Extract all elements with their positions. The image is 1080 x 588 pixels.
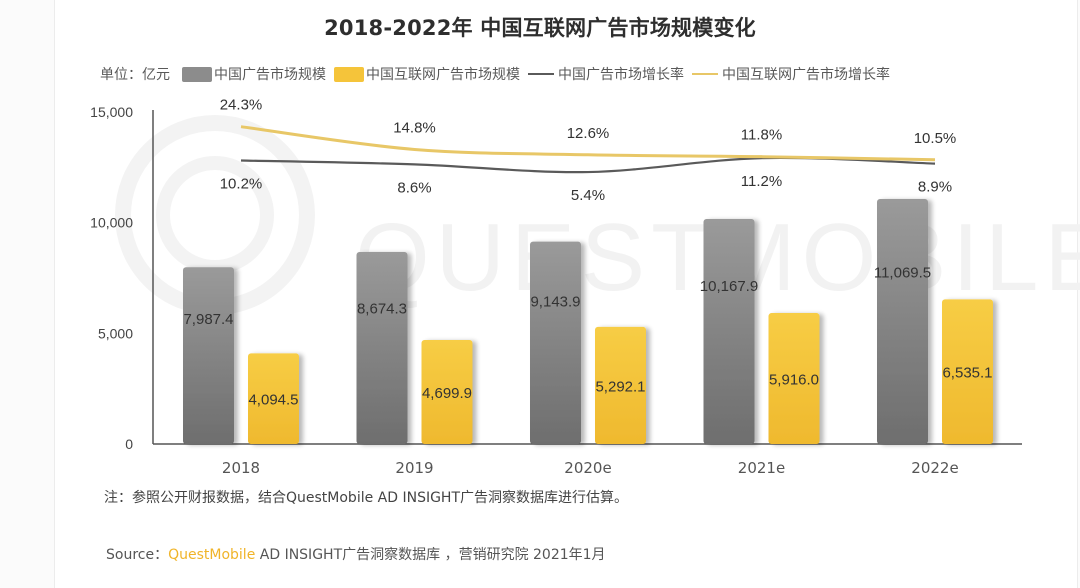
bar-value-label: 6,535.1 [942, 365, 992, 382]
bar-value-label: 4,094.5 [248, 392, 298, 409]
bar-value-label: 8,674.3 [357, 300, 407, 317]
legend-label: 中国广告市场增长率 [558, 67, 684, 83]
growth-rate-label: 24.3% [220, 97, 263, 114]
y-tick-label: 10,000 [90, 215, 133, 231]
axes: 0 5,000 10,000 15,000 2018 2019 2020e 2021e 2022… [90, 104, 1022, 477]
legend-line-gray [528, 73, 554, 75]
legend-label: 中国互联网广告市场规模 [366, 67, 520, 83]
growth-rate-label: 11.2% [741, 173, 782, 190]
watermark-logo-inner [156, 156, 274, 274]
legend-swatch-yellow [334, 66, 364, 82]
legend-line-yellow [692, 73, 718, 75]
bar-value-label: 4,699.9 [422, 385, 472, 402]
bar-value-label: 9,143.9 [530, 293, 580, 310]
bar-value-label: 5,916.0 [769, 372, 819, 389]
unit-label: 单位：亿元 [100, 67, 170, 83]
bar-value-label: 10,167.9 [700, 278, 758, 295]
growth-rate-label: 10.5% [914, 130, 957, 147]
x-tick-label: 2022e [911, 459, 958, 477]
line-ad-market-growth [240, 156, 936, 174]
x-tick-label: 2021e [738, 459, 785, 477]
legend-item-ad-market-size: 中国广告市场规模 [182, 64, 326, 84]
bar-value-label: 11,069.5 [874, 264, 931, 281]
bar-value-label: 5,292.1 [595, 378, 645, 395]
y-tick-label: 5,000 [98, 325, 133, 341]
legend-item-internet-ad-market-size: 中国互联网广告市场规模 [334, 64, 520, 84]
bar-ad-market-size [356, 252, 408, 444]
growth-rate-label: 8.9% [918, 179, 952, 196]
bar-internet-ad-market-size [942, 299, 993, 444]
line-internet-ad-market-growth [240, 125, 936, 162]
bar-value-label: 7,987.4 [183, 311, 233, 328]
legend: 单位：亿元 中国广告市场规模 中国互联网广告市场规模 中国广告市场增长率 中国互… [100, 63, 898, 85]
growth-rate-label: 11.8% [741, 127, 782, 144]
footnote: 注：参照公开财报数据，结合QuestMobile AD INSIGHT广告洞察数… [104, 490, 629, 506]
x-tick-label: 2019 [395, 459, 433, 477]
legend-item-internet-ad-market-growth: 中国互联网广告市场增长率 [692, 64, 890, 84]
legend-label: 中国互联网广告市场增长率 [722, 67, 890, 83]
bars [183, 198, 993, 444]
growth-rate-label: 14.8% [393, 119, 436, 136]
source-line: Source：QuestMobile AD INSIGHT广告洞察数据库 ，营销… [106, 544, 606, 564]
growth-rate-label: 12.6% [567, 125, 610, 142]
watermark: QUESTMOBILE [115, 115, 1080, 315]
chart-title: 2018-2022年 中国互联网广告市场规模变化 [324, 16, 756, 40]
bar-internet-ad-market-size [248, 353, 299, 444]
bar-internet-ad-market-size [595, 326, 646, 444]
legend-label: 中国广告市场规模 [214, 67, 326, 83]
x-tick-label: 2018 [222, 459, 260, 477]
legend-item-ad-market-growth: 中国广告市场增长率 [528, 64, 684, 84]
y-tick-label: 0 [125, 436, 133, 452]
bar-ad-market-size [877, 198, 928, 444]
bar-ad-market-size [183, 267, 234, 444]
growth-rate-label: 10.2% [220, 176, 263, 193]
growth-rate-label: 8.6% [397, 179, 431, 196]
bar-internet-ad-market-size [421, 339, 473, 444]
growth-lines [240, 125, 936, 174]
y-tick-label: 15,000 [90, 104, 133, 120]
bar-ad-market-size [530, 241, 581, 444]
source-rest: AD INSIGHT广告洞察数据库 ，营销研究院 2021年1月 [255, 547, 606, 563]
source-prefix: Source： [106, 547, 169, 563]
data-labels: 7,987.4 8,674.3 9,143.9 10,167.9 11,069.5 4,0… [183, 97, 992, 409]
bar-ad-market-size [703, 218, 755, 444]
x-tick-label: 2020e [564, 459, 611, 477]
source-brand: QuestMobile [168, 547, 256, 563]
legend-swatch-gray [182, 66, 212, 82]
growth-rate-label: 5.4% [571, 187, 605, 204]
bar-internet-ad-market-size [768, 313, 820, 444]
